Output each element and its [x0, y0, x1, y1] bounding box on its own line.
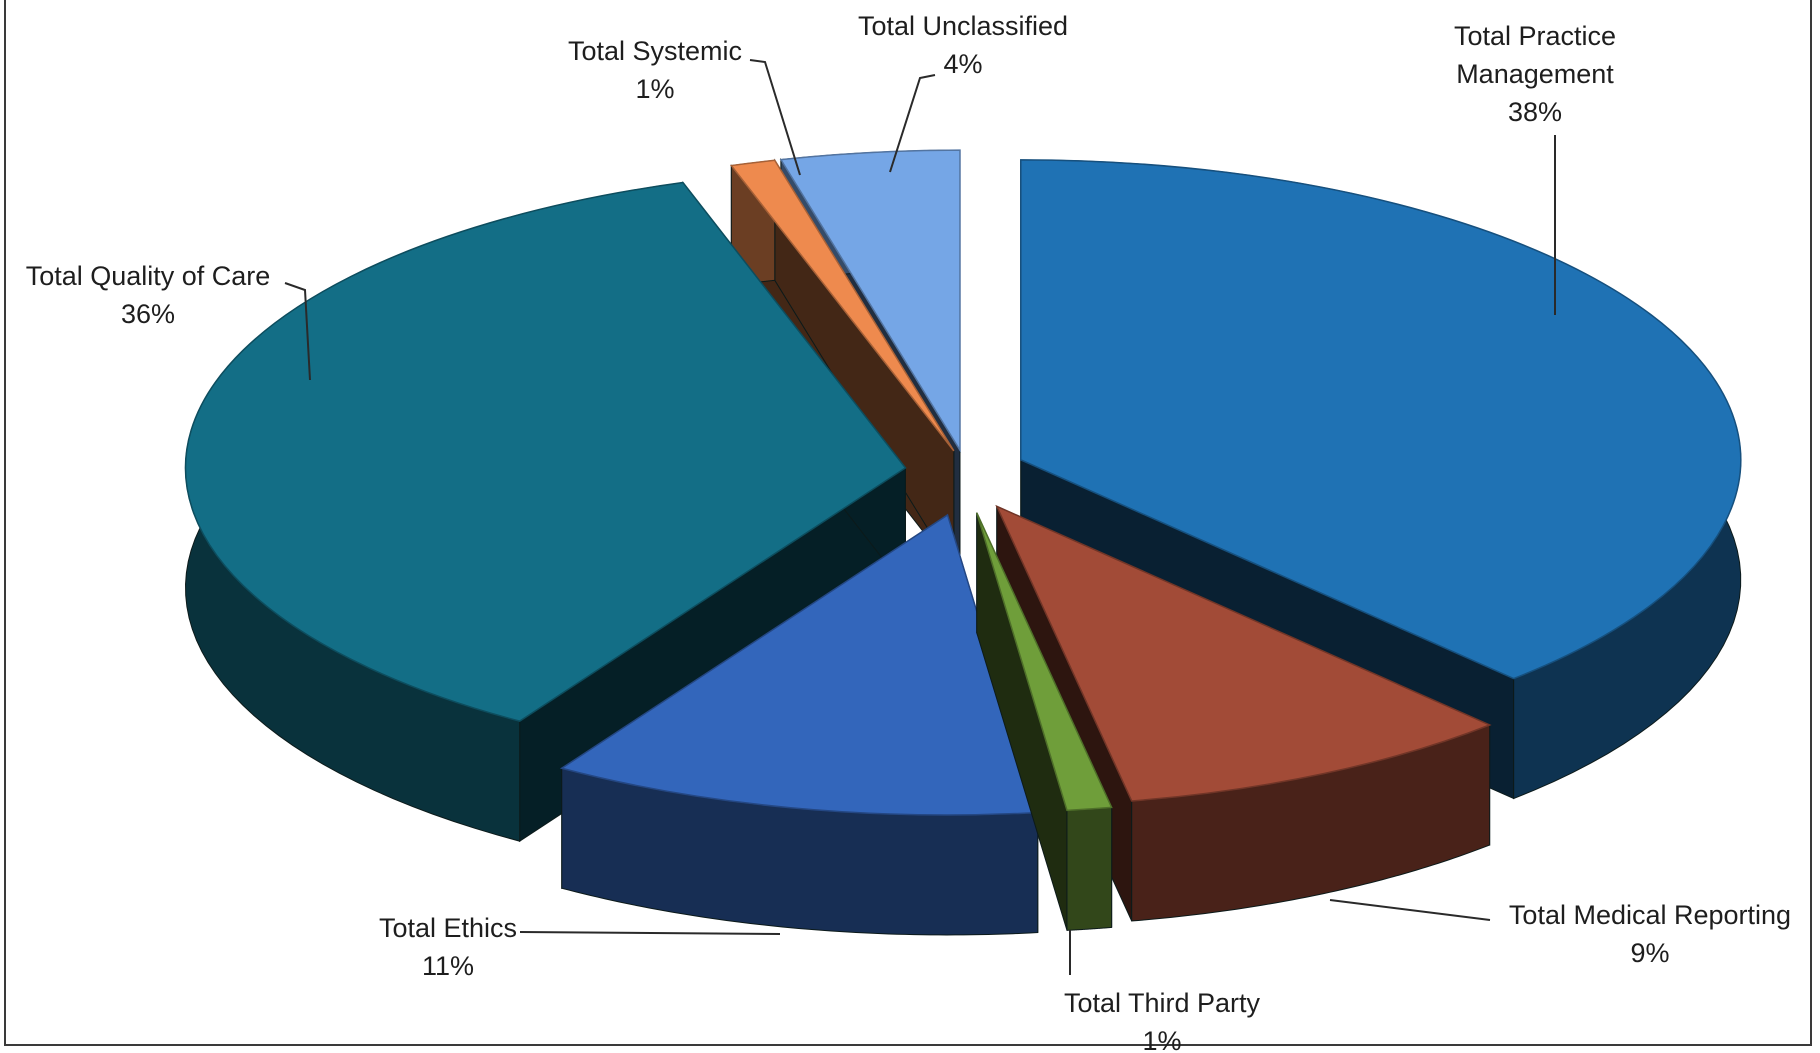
slice-percent-label-0: 38%: [1508, 97, 1562, 127]
slice-name-label-6: Total Unclassified: [858, 11, 1068, 41]
pie-label-4: Total Quality of Care 36%: [26, 261, 311, 381]
pie-label-0: Total Practice Management 38%: [1454, 21, 1616, 315]
slice-percent-label-6: 4%: [943, 49, 982, 79]
leader-line-1: [1329, 899, 1491, 921]
pie-label-1: Total Medical Reporting 9%: [1329, 899, 1791, 968]
slice-percent-label-2: 1%: [1142, 1026, 1181, 1053]
pie-label-6: Total Unclassified 4%: [858, 11, 1068, 173]
slice-name-label-5: Total Systemic: [568, 36, 742, 66]
pie-label-3: Total Ethics 11%: [379, 913, 781, 981]
pie-label-5: Total Systemic 1%: [568, 36, 801, 176]
leader-line-3: [519, 931, 781, 935]
slice-name-label-3: Total Ethics: [379, 913, 517, 943]
pie-slice-3: [559, 513, 1039, 936]
leader-line-5: [749, 59, 801, 176]
leader-line-6: [889, 74, 936, 173]
slice-name-label-0: Management: [1456, 59, 1614, 89]
slice-percent-label-1: 9%: [1630, 938, 1669, 968]
pie-labels-layer: Total Practice Management 38% Total Medical…: [26, 11, 1791, 1053]
slice-name-label-1: Total Medical Reporting: [1509, 900, 1791, 930]
slice-name-label-2: Total Third Party: [1064, 988, 1261, 1018]
slice-percent-label-3: 11%: [422, 951, 474, 981]
pie-slices-layer: [184, 149, 1742, 936]
pie-label-2: Total Third Party 1%: [1064, 930, 1261, 1053]
slice-percent-label-4: 36%: [121, 299, 175, 329]
slice-percent-label-5: 1%: [635, 74, 674, 104]
pie-slice-2: [976, 512, 1113, 931]
slice-name-label-4: Total Quality of Care: [26, 261, 271, 291]
slice-name-label-0: Total Practice: [1454, 21, 1616, 51]
leader-line-4: [284, 282, 311, 381]
